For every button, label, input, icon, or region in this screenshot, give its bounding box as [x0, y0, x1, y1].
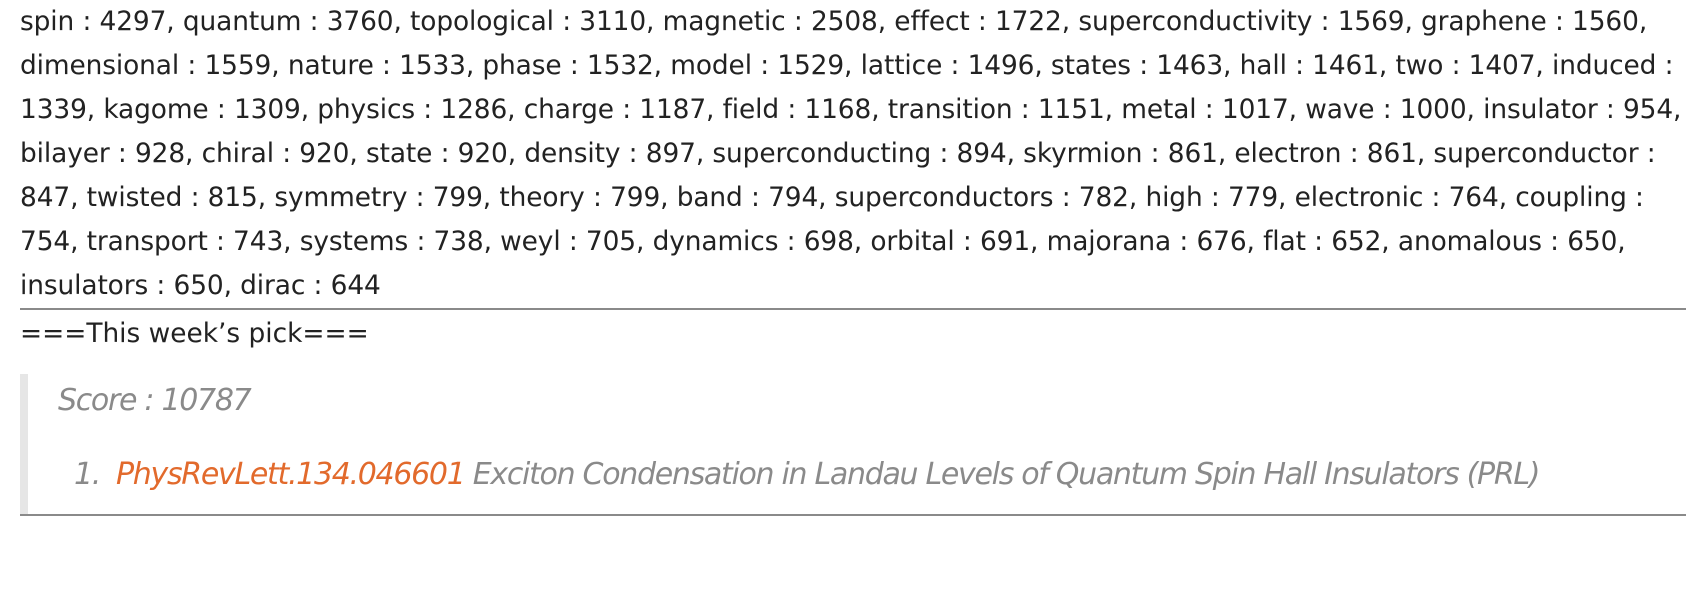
divider-top: [20, 308, 1686, 310]
paper-title: Exciton Condensation in Landau Levels of…: [472, 457, 1541, 492]
score-text: Score : 10787: [58, 383, 252, 418]
pick-list: 1. PhysRevLett.134.046601 Exciton Condens…: [58, 450, 1686, 500]
list-item: 1. PhysRevLett.134.046601 Exciton Condens…: [58, 450, 1686, 500]
pick-blockquote: Score : 10787 1. PhysRevLett.134.046601 E…: [20, 374, 1686, 514]
list-item-number: 1.: [73, 457, 101, 492]
page-content: spin : 4297, quantum : 3760, topological…: [20, 6, 1686, 516]
pick-heading: ===This week’s pick===: [20, 318, 369, 349]
paper-link[interactable]: PhysRevLett.134.046601: [116, 457, 466, 492]
keyword-frequency-list: spin : 4297, quantum : 3760, topological…: [20, 6, 1682, 301]
divider-bottom: [20, 514, 1686, 516]
